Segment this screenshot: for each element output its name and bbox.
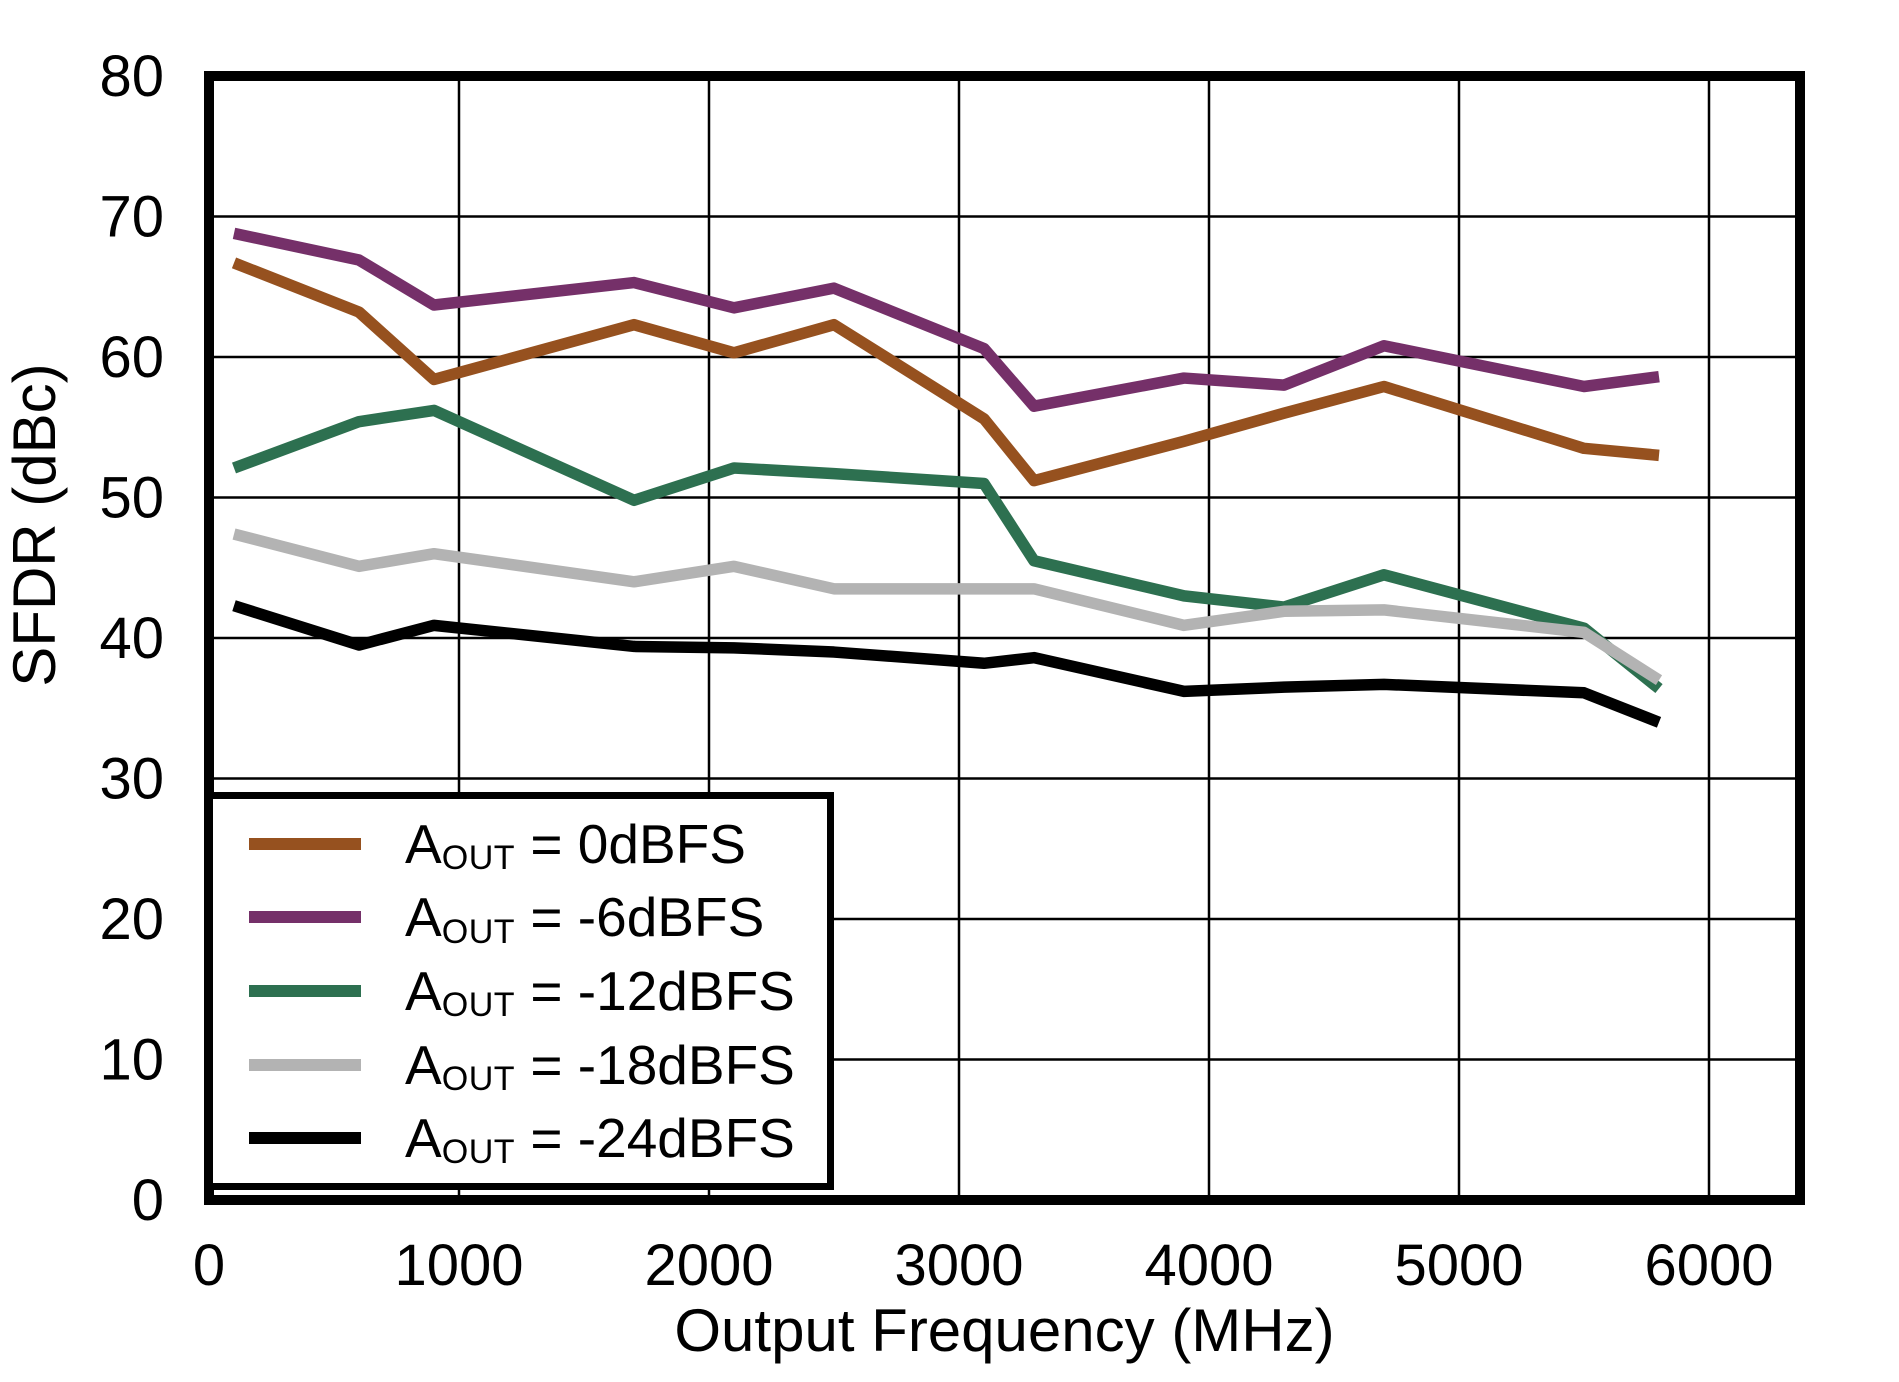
y-tick-label: 60 [99, 325, 164, 390]
legend-item-aout-0dbfs: AOUT = 0dBFS [249, 807, 827, 881]
y-tick-label: 0 [132, 1168, 164, 1233]
legend-label-minus24dbfs: AOUT = -24dBFS [405, 1107, 795, 1172]
x-axis-tick-labels: 0 1000 2000 3000 4000 5000 6000 [193, 1233, 1774, 1298]
series-line-aout-minus12dbfs [232, 404, 1663, 694]
legend-item-aout-minus6dbfs: AOUT = -6dBFS [249, 881, 827, 955]
y-tick-label: 40 [99, 606, 164, 671]
legend-swatch-minus18dbfs [249, 1058, 361, 1071]
series-line-aout-0dbfs [231, 257, 1660, 487]
legend-label-minus12dbfs: AOUT = -12dBFS [405, 960, 795, 1025]
y-tick-label: 30 [99, 747, 164, 812]
legend-label-0dbfs: AOUT = 0dBFS [405, 812, 746, 877]
y-tick-label: 70 [99, 185, 164, 250]
x-tick-label: 2000 [644, 1233, 773, 1298]
series-line-aout-minus24dbfs [232, 600, 1662, 728]
legend-swatch-0dbfs [249, 837, 361, 850]
x-tick-label: 4000 [1144, 1233, 1273, 1298]
y-tick-label: 10 [99, 1028, 164, 1093]
legend-swatch-minus6dbfs [249, 911, 361, 924]
legend-label-minus6dbfs: AOUT = -6dBFS [405, 886, 765, 951]
x-axis-title: Output Frequency (MHz) [674, 1297, 1335, 1364]
gridlines [209, 76, 1800, 1200]
y-tick-label: 20 [99, 887, 164, 952]
series-lines [231, 227, 1663, 728]
x-tick-label: 1000 [394, 1233, 523, 1298]
x-tick-label: 6000 [1644, 1233, 1773, 1298]
y-axis-title: SFDR (dBc) [1, 363, 68, 687]
y-axis-tick-labels: 0 10 20 30 40 50 60 70 80 [99, 44, 164, 1233]
legend: AOUT = 0dBFS AOUT = -6dBFS AOUT = -12dBF… [206, 792, 834, 1190]
x-tick-label: 5000 [1394, 1233, 1523, 1298]
legend-label-minus18dbfs: AOUT = -18dBFS [405, 1033, 795, 1098]
x-tick-label: 0 [193, 1233, 225, 1298]
series-line-aout-minus6dbfs [232, 227, 1660, 412]
legend-item-aout-minus12dbfs: AOUT = -12dBFS [249, 954, 827, 1028]
x-tick-label: 3000 [894, 1233, 1023, 1298]
legend-swatch-minus24dbfs [249, 1132, 361, 1145]
y-tick-label: 80 [99, 44, 164, 109]
legend-item-aout-minus18dbfs: AOUT = -18dBFS [249, 1028, 827, 1102]
legend-item-aout-minus24dbfs: AOUT = -24dBFS [249, 1101, 827, 1175]
plot-border [204, 71, 1805, 1205]
legend-swatch-minus12dbfs [249, 985, 361, 997]
series-line-aout-minus18dbfs [232, 528, 1663, 685]
y-tick-label: 50 [99, 466, 164, 531]
